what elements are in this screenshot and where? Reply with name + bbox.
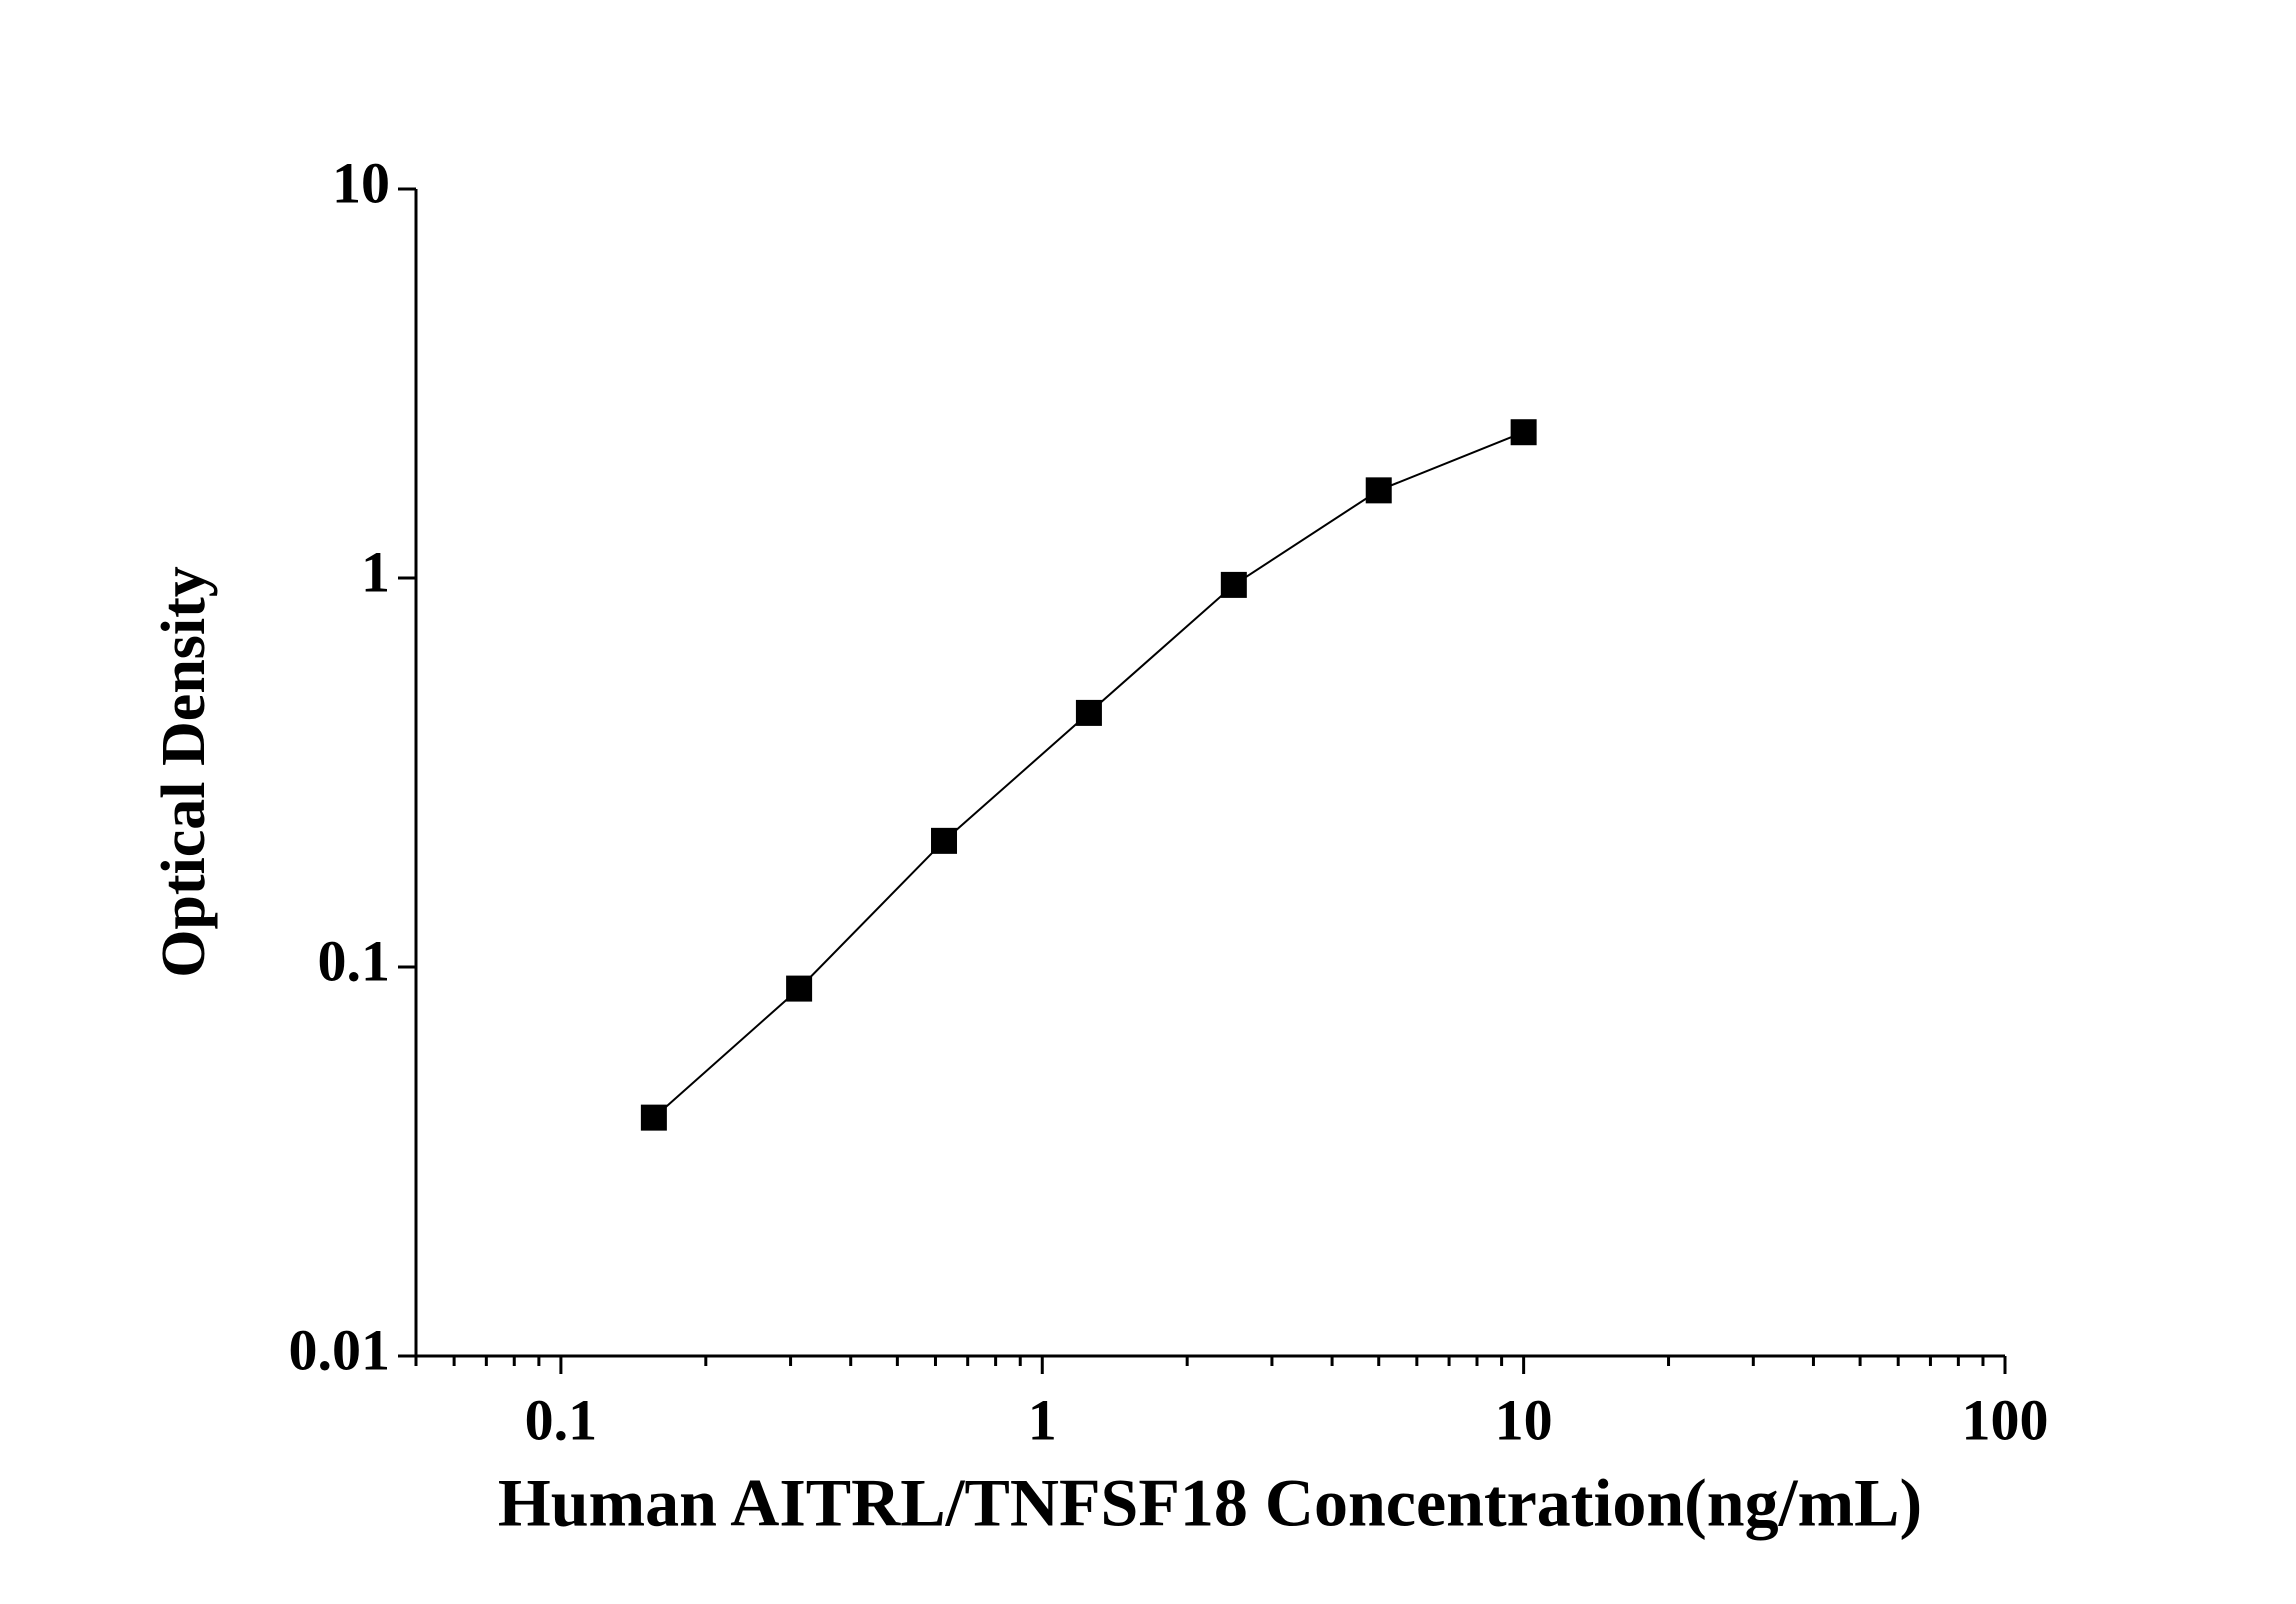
y-tick-label: 1: [361, 539, 390, 604]
marker: [1075, 699, 1102, 726]
marker: [786, 975, 813, 1002]
marker: [1220, 571, 1247, 598]
x-tick-label: 1: [1028, 1387, 1057, 1452]
y-tick-label: 0.1: [318, 928, 391, 993]
x-tick-label: 10: [1495, 1387, 1553, 1452]
x-tick-label: 0.1: [525, 1387, 598, 1452]
y-axis-label: Optical Density: [150, 566, 218, 978]
x-axis-label: Human AITRL/TNFSF18 Concentration(ng/mL): [498, 1465, 1922, 1541]
marker: [1510, 419, 1537, 446]
marker: [931, 827, 958, 854]
y-tick-label: 10: [332, 150, 390, 215]
marker: [640, 1104, 667, 1131]
marker: [1365, 477, 1392, 504]
y-tick-label: 0.01: [289, 1317, 391, 1382]
series-line: [653, 431, 1525, 1119]
x-tick-label: 100: [1962, 1387, 2049, 1452]
